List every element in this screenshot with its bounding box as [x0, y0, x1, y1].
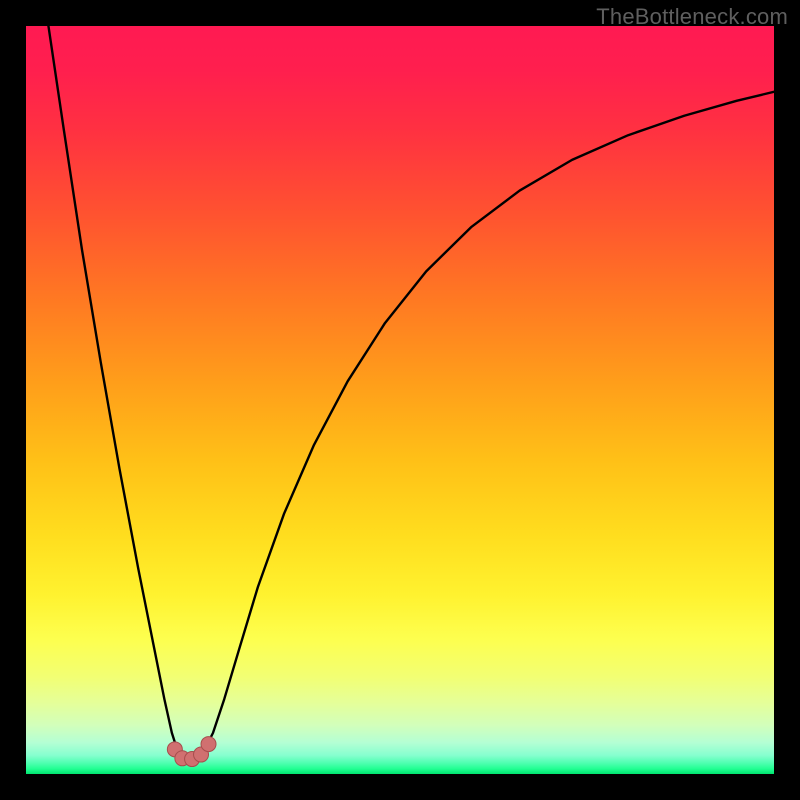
bottleneck-curve	[26, 26, 774, 774]
watermark-text: TheBottleneck.com	[596, 4, 788, 30]
chart-frame: TheBottleneck.com	[0, 0, 800, 800]
plot-area	[26, 26, 774, 774]
